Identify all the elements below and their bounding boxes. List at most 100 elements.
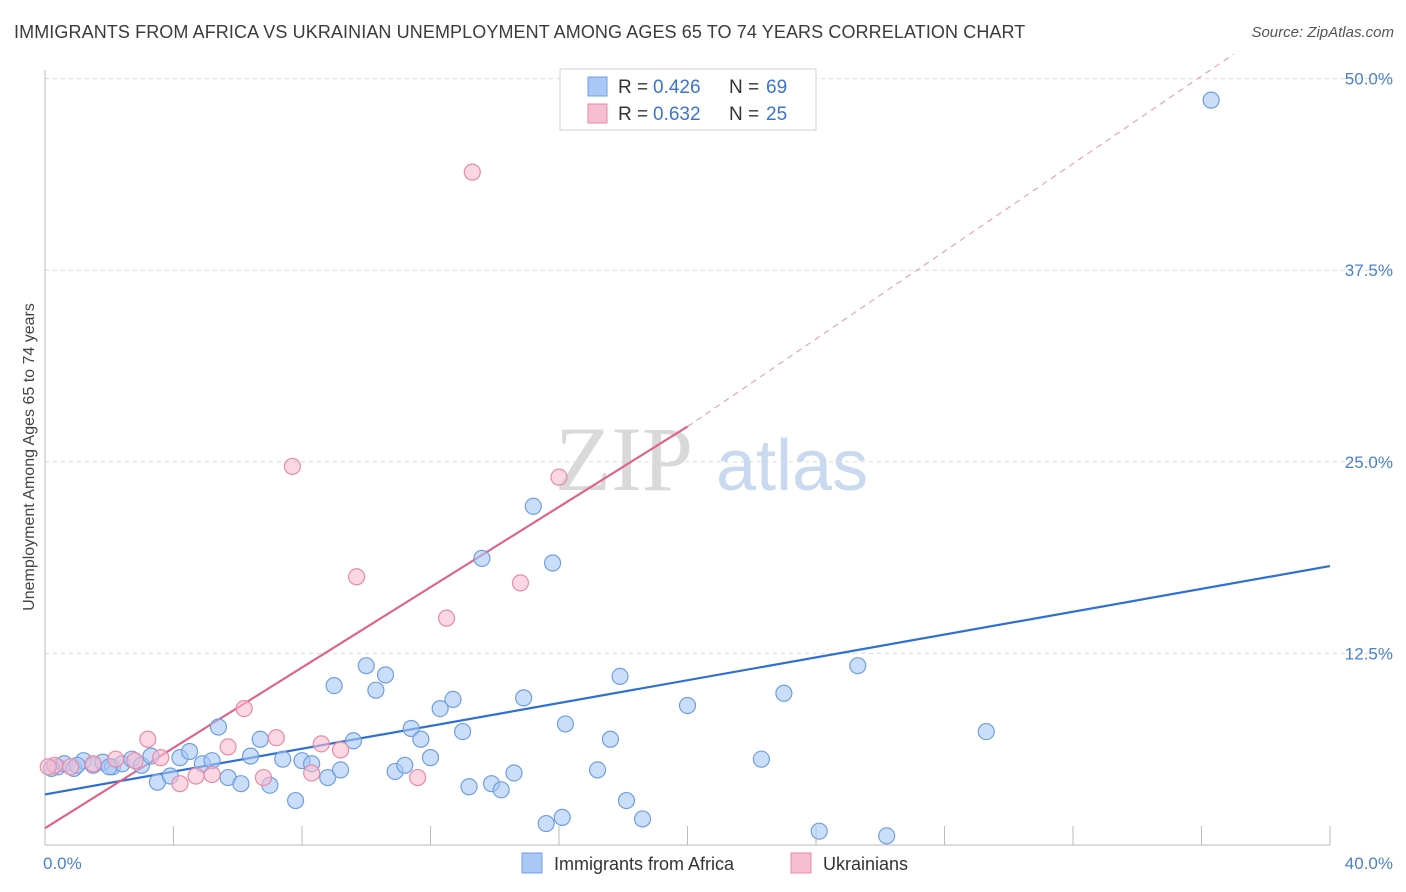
africa-point-50 bbox=[543, 554, 562, 572]
watermark-atlas: atlas bbox=[716, 426, 868, 506]
legend-swatch-blue bbox=[587, 76, 608, 97]
africa-point-45 bbox=[492, 781, 510, 799]
ukrainians-point-17 bbox=[331, 741, 350, 759]
trendline-africa-0 bbox=[44, 564, 1331, 796]
ukrainians-point-3 bbox=[107, 750, 125, 768]
africa-point-49 bbox=[537, 814, 555, 833]
africa-point-47 bbox=[515, 689, 533, 707]
ukrainians-point-23 bbox=[550, 468, 568, 486]
africa-point-65 bbox=[1202, 91, 1220, 109]
africa-point-41 bbox=[454, 722, 472, 741]
watermark-zip: ZIP bbox=[555, 408, 693, 510]
africa-point-57 bbox=[633, 810, 652, 828]
y-tick-label-0: 12.5% bbox=[1345, 644, 1393, 663]
x-tick-label-0: 0.0% bbox=[43, 854, 82, 873]
africa-point-29 bbox=[331, 761, 350, 779]
ukrainians-point-19 bbox=[409, 768, 427, 787]
ukrainians-point-9 bbox=[203, 765, 221, 784]
y-tick-label-1: 25.0% bbox=[1345, 453, 1393, 472]
ukrainians-point-22 bbox=[511, 574, 530, 592]
legend-swatch-pink bbox=[587, 103, 608, 124]
ukrainians-point-8 bbox=[187, 767, 205, 785]
africa-point-23 bbox=[274, 750, 292, 768]
ukrainians-point-11 bbox=[235, 699, 253, 718]
legend-blue-r-label: R = bbox=[618, 77, 648, 98]
ukrainians-point-20 bbox=[437, 609, 456, 627]
ukrainians-point-7 bbox=[171, 775, 189, 793]
bottom-legend-swatch-pink bbox=[790, 852, 812, 874]
watermark: ZIP atlas bbox=[555, 408, 868, 510]
africa-point-39 bbox=[431, 699, 449, 718]
africa-point-60 bbox=[775, 684, 793, 702]
africa-point-19 bbox=[232, 775, 250, 793]
x-axis-tick-labels: 0.0% 40.0% bbox=[43, 854, 1393, 873]
africa-point-42 bbox=[460, 778, 478, 796]
africa-point-17 bbox=[209, 718, 228, 736]
bottom-legend-label-africa: Immigrants from Africa bbox=[554, 854, 735, 874]
trendline-ukrainians-2 bbox=[687, 53, 1234, 427]
chart-title: IMMIGRANTS FROM AFRICA VS UKRAINIAN UNEM… bbox=[14, 22, 1026, 42]
ukrainians-point-10 bbox=[219, 738, 237, 756]
legend-pink-n-value: 25 bbox=[766, 104, 787, 125]
gridlines bbox=[45, 78, 1392, 654]
ukrainians-point-5 bbox=[139, 730, 157, 748]
ukrainians-point-14 bbox=[283, 457, 301, 476]
africa-point-61 bbox=[810, 822, 828, 840]
legend-pink-r-value: 0.632 bbox=[653, 104, 701, 125]
legend-pink-n-label: N = bbox=[729, 104, 759, 125]
legend-blue-r-value: 0.426 bbox=[653, 77, 701, 98]
africa-point-37 bbox=[412, 730, 430, 748]
x-axis-ticks bbox=[173, 826, 1331, 845]
legend-pink-r-label: R = bbox=[618, 104, 648, 125]
ukrainians-point-15 bbox=[303, 764, 321, 782]
correlation-legend: R = 0.426 N = 69 R = 0.632 N = 25 bbox=[559, 68, 817, 131]
ukrainians-point-24 bbox=[39, 758, 57, 776]
africa-point-14 bbox=[180, 742, 199, 761]
y-axis-tick-labels: 12.5% 25.0% 37.5% 50.0% bbox=[1345, 70, 1393, 664]
bottom-legend-swatch-blue bbox=[521, 852, 543, 874]
x-tick-label-1: 40.0% bbox=[1345, 854, 1393, 873]
africa-point-58 bbox=[678, 696, 697, 715]
africa-point-43 bbox=[473, 549, 491, 567]
ukrainians-point-6 bbox=[152, 749, 170, 767]
source-label: Source: ZipAtlas.com bbox=[1251, 24, 1394, 41]
africa-point-59 bbox=[752, 750, 770, 768]
ukrainians-point-13 bbox=[267, 729, 285, 747]
africa-point-64 bbox=[977, 722, 995, 741]
africa-point-27 bbox=[319, 768, 337, 787]
africa-point-53 bbox=[588, 761, 607, 779]
ukrainians-point-18 bbox=[348, 568, 366, 586]
y-axis-label: Unemployment Among Ages 65 to 74 years bbox=[21, 303, 38, 611]
bottom-legend-label-ukrainians: Ukrainians bbox=[823, 854, 908, 874]
africa-point-20 bbox=[242, 747, 260, 765]
y-tick-label-3: 50.0% bbox=[1345, 70, 1393, 89]
legend-blue-n-label: N = bbox=[729, 77, 759, 98]
series-legend: Immigrants from Africa Ukrainians bbox=[521, 852, 908, 874]
africa-point-48 bbox=[524, 497, 542, 515]
ukrainians-point-1 bbox=[62, 758, 80, 776]
africa-point-31 bbox=[357, 657, 375, 675]
legend-blue-n-value: 69 bbox=[766, 77, 787, 98]
africa-point-46 bbox=[505, 764, 523, 782]
ukrainians-point-21 bbox=[463, 163, 481, 181]
africa-point-24 bbox=[286, 791, 305, 810]
africa-point-35 bbox=[396, 756, 414, 774]
africa-point-51 bbox=[553, 808, 571, 827]
africa-point-55 bbox=[611, 667, 629, 686]
ukrainians-point-12 bbox=[254, 768, 273, 787]
africa-point-40 bbox=[444, 690, 462, 708]
africa-point-36 bbox=[402, 719, 420, 738]
africa-point-33 bbox=[376, 666, 395, 684]
africa-point-52 bbox=[556, 715, 575, 733]
series-ukrainians bbox=[39, 163, 568, 793]
africa-point-54 bbox=[601, 730, 620, 748]
ukrainians-point-16 bbox=[312, 735, 330, 753]
africa-point-62 bbox=[849, 657, 867, 675]
ukrainians-point-4 bbox=[126, 752, 144, 770]
y-tick-label-2: 37.5% bbox=[1345, 261, 1393, 280]
africa-point-56 bbox=[617, 791, 636, 810]
ukrainians-point-2 bbox=[84, 755, 102, 773]
africa-point-28 bbox=[325, 676, 343, 695]
africa-point-32 bbox=[367, 681, 385, 699]
